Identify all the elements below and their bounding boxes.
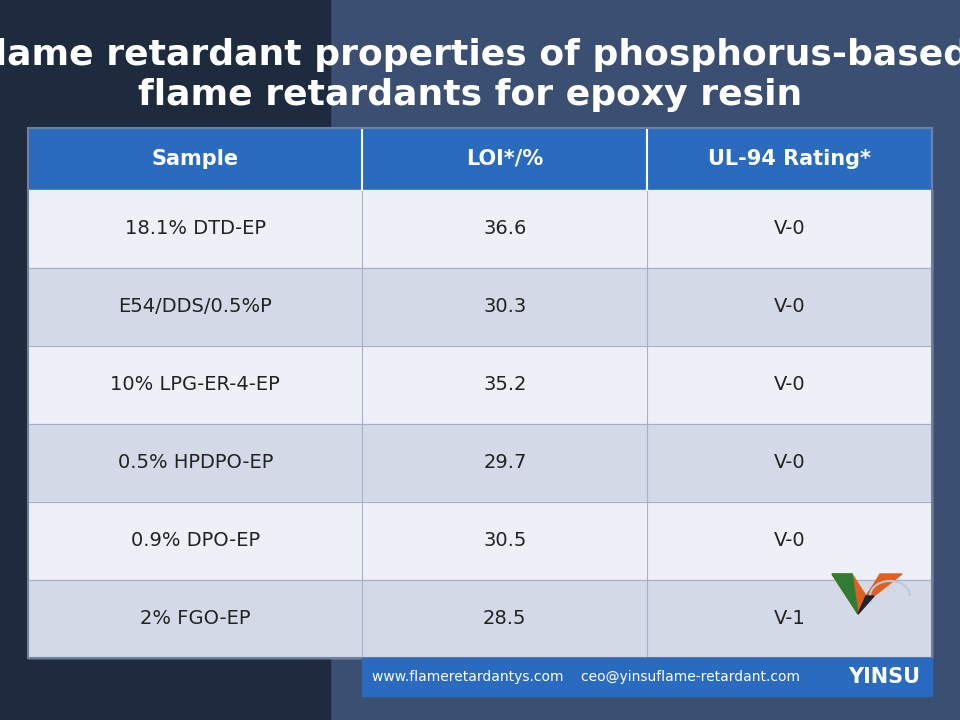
Text: 0.9% DPO-EP: 0.9% DPO-EP [131,531,260,551]
Text: LOI*/%: LOI*/% [467,149,543,169]
Text: 18.1% DTD-EP: 18.1% DTD-EP [125,220,266,238]
Bar [363,658,932,696]
Text: Flame retardant properties of phosphorus-based: Flame retardant properties of phosphorus… [0,38,960,72]
Polygon shape [832,574,902,614]
Text: YINSU: YINSU [848,667,920,687]
Text: V-0: V-0 [774,297,805,317]
Bar [28,502,932,580]
Text: flame retardants for epoxy resin: flame retardants for epoxy resin [138,78,803,112]
Bar [28,190,932,268]
Text: 30.3: 30.3 [483,297,526,317]
Text: 28.5: 28.5 [483,610,527,629]
Bar [28,346,932,424]
Text: E54/DDS/0.5%P: E54/DDS/0.5%P [118,297,272,317]
Bar [28,128,932,190]
Polygon shape [832,574,858,614]
Text: 10% LPG-ER-4-EP: 10% LPG-ER-4-EP [110,376,280,395]
Text: 35.2: 35.2 [483,376,527,395]
Text: V-0: V-0 [774,531,805,551]
Polygon shape [858,596,874,614]
Bar [330,0,960,720]
Text: V-1: V-1 [774,610,805,629]
Text: V-0: V-0 [774,376,805,395]
Text: www.flameretardantys.com    ceo@yinsuflame-retardant.com: www.flameretardantys.com ceo@yinsuflame-… [372,670,801,684]
Text: V-0: V-0 [774,454,805,472]
Text: YINSU: YINSU [145,371,530,477]
Bar [28,424,932,502]
Text: 0.5% HPDPO-EP: 0.5% HPDPO-EP [117,454,273,472]
Bar [28,128,932,658]
Bar [28,580,932,658]
Bar [0,0,330,720]
Text: Sample: Sample [152,149,239,169]
Text: V-0: V-0 [774,220,805,238]
Text: UL-94 Rating*: UL-94 Rating* [708,149,871,169]
Bar [28,268,932,346]
Text: 2% FGO-EP: 2% FGO-EP [140,610,251,629]
Text: 29.7: 29.7 [483,454,526,472]
Text: 36.6: 36.6 [483,220,526,238]
Text: 30.5: 30.5 [483,531,526,551]
